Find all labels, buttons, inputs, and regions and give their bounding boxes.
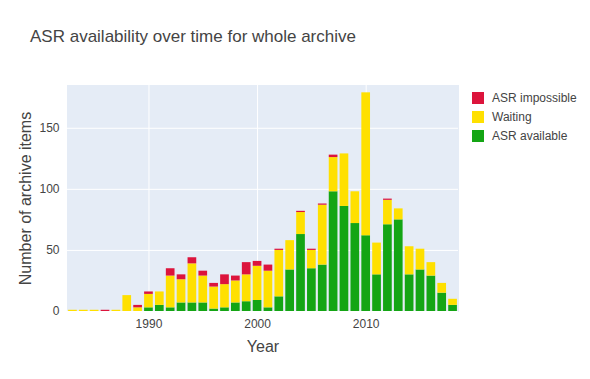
svg-text:150: 150 bbox=[39, 121, 59, 135]
html-text:ASR impossible: ASR impossible bbox=[492, 90, 577, 105]
svg-text:2000: 2000 bbox=[244, 317, 271, 331]
svg-text:2010: 2010 bbox=[353, 317, 380, 331]
svg-text:50: 50 bbox=[46, 243, 60, 257]
svg-text:0: 0 bbox=[53, 304, 60, 318]
html-text:ASR availability over time for: ASR availability over time for whole arc… bbox=[30, 27, 356, 46]
svg-text:1990: 1990 bbox=[136, 317, 163, 331]
html-text:ASR available: ASR available bbox=[492, 128, 568, 143]
svg-text:Number of archive items: Number of archive items bbox=[17, 112, 34, 285]
svg-text:Year: Year bbox=[247, 338, 280, 355]
html-text:Waiting: Waiting bbox=[492, 109, 532, 124]
svg-text:100: 100 bbox=[39, 182, 59, 196]
